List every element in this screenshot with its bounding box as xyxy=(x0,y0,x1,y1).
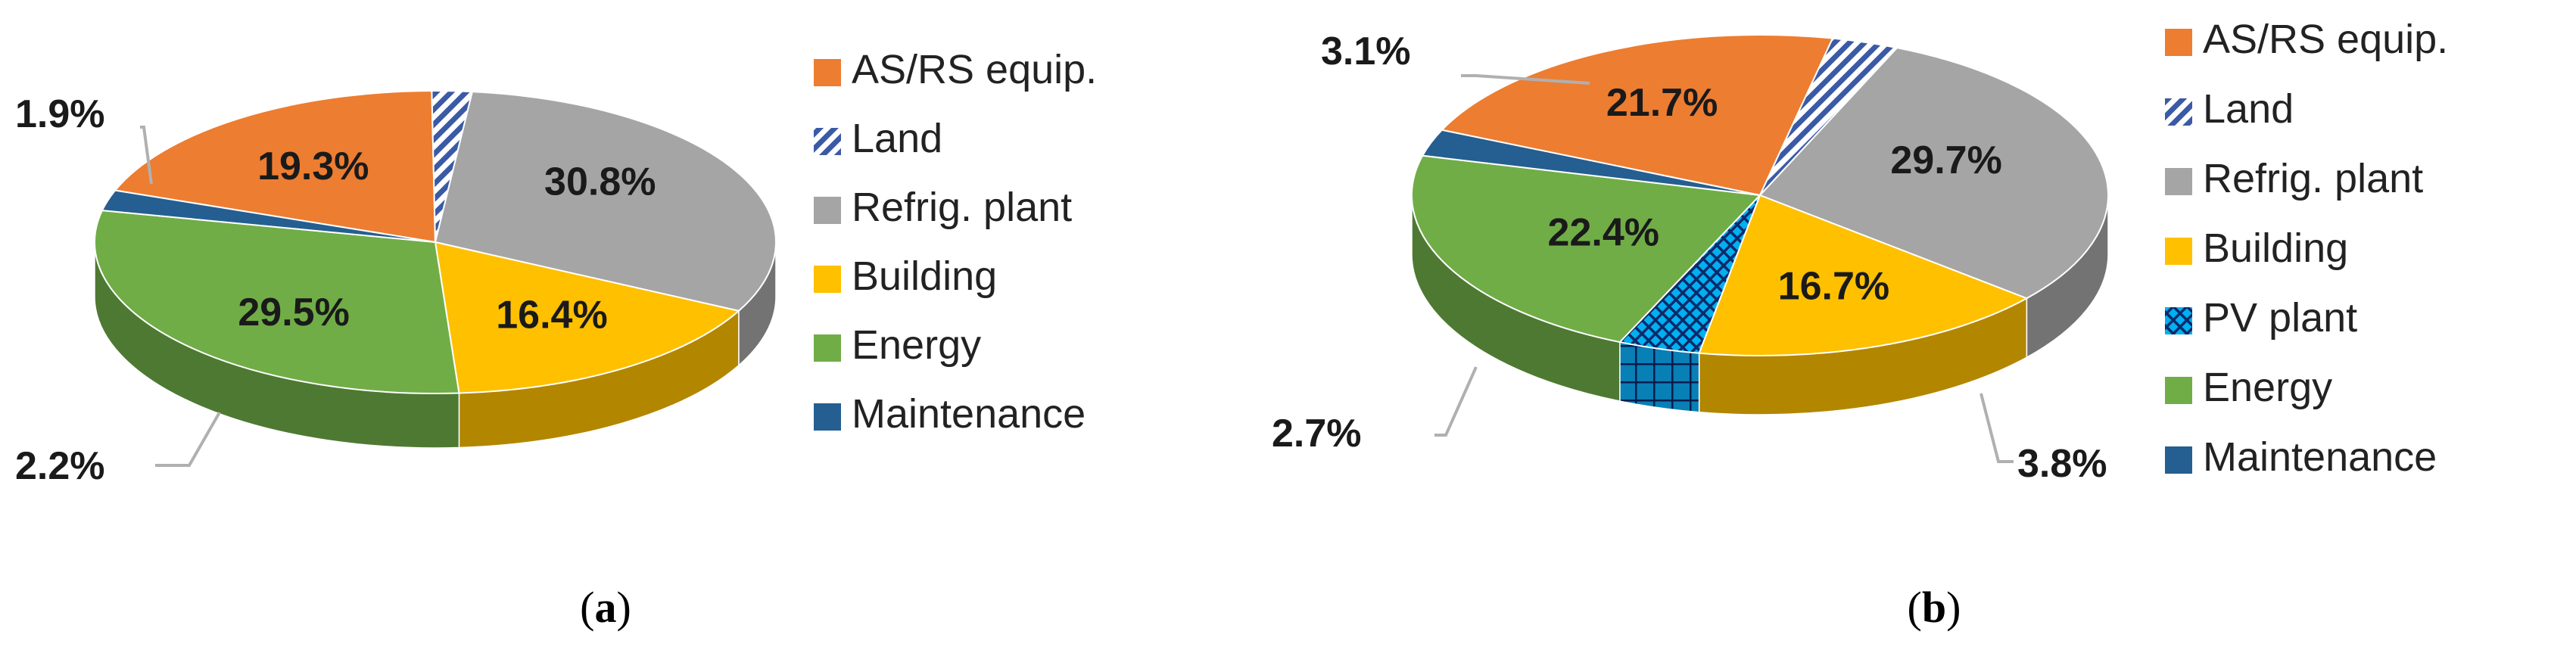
pie-chart-b: 21.7% 3.1% 29.7% 16.7% 3.8% 22.4% 2.7% AS/RS eq… xyxy=(1272,17,2448,632)
legend-label-pv-plant: PV plant xyxy=(2203,295,2357,341)
caption-b: (b) xyxy=(1908,583,1961,632)
slice-refrig-plant xyxy=(434,91,777,312)
caption-close-paren: ) xyxy=(1946,583,1961,632)
pie-top xyxy=(1411,34,2109,356)
data-label-maintenance: 2.2% xyxy=(15,444,105,488)
data-label-land: 1.9% xyxy=(15,92,105,136)
legend-label-energy: Energy xyxy=(2203,365,2332,410)
data-label-maintenance: 2.7% xyxy=(1272,412,1362,456)
slice-as-rs-equip xyxy=(1440,34,1834,197)
slice-building xyxy=(434,241,741,394)
legend-swatch-energy xyxy=(814,334,841,362)
legend-swatch-energy xyxy=(2165,377,2192,404)
legend-swatch-maintenance xyxy=(814,403,841,431)
legend-swatch-land xyxy=(814,128,841,155)
legend-label-land: Land xyxy=(2203,86,2294,132)
slice-building xyxy=(1698,194,2029,356)
data-label-as-rs-equip: 19.3% xyxy=(257,145,369,188)
legend-swatch-refrig-plant xyxy=(2165,168,2192,195)
leader-line-maintenance xyxy=(1434,366,1478,437)
legend-label-energy: Energy xyxy=(852,322,981,368)
legend-swatch-maintenance xyxy=(2165,446,2192,474)
legend-label-land: Land xyxy=(852,116,942,161)
legend-swatch-building xyxy=(814,266,841,293)
pie-sides xyxy=(1411,194,2109,415)
data-label-building: 16.7% xyxy=(1778,265,1889,309)
caption-close-paren: ) xyxy=(617,583,631,632)
pie-chart-a: 19.3% 1.9% 30.8% 16.4% 29.5% 2.2% AS/RS equip.… xyxy=(15,47,1097,632)
slice-refrig-plant xyxy=(1758,47,2109,300)
legend-label-maintenance: Maintenance xyxy=(852,391,1086,437)
caption-open-paren: ( xyxy=(1908,583,1922,632)
slice-maintenance xyxy=(1421,129,1761,196)
data-label-building: 16.4% xyxy=(496,293,607,337)
leader-line-maintenance xyxy=(155,412,221,467)
pie-top xyxy=(94,90,777,394)
caption-a: (a) xyxy=(580,583,631,632)
data-label-pv-plant: 3.8% xyxy=(2017,442,2107,486)
slice-as-rs-equip xyxy=(114,90,437,244)
legend-label-as-rs-equip: AS/RS equip. xyxy=(852,47,1097,92)
data-label-energy: 29.5% xyxy=(238,291,349,334)
legend-swatch-as-rs-equip xyxy=(2165,29,2192,56)
legend-label-refrig-plant: Refrig. plant xyxy=(852,185,1072,230)
slice-energy xyxy=(94,210,460,394)
legend-swatch-as-rs-equip xyxy=(814,59,841,86)
data-label-as-rs-equip: 21.7% xyxy=(1606,81,1718,125)
legend-swatch-land xyxy=(2165,98,2192,126)
data-label-energy: 22.4% xyxy=(1548,210,1659,254)
data-label-land: 3.1% xyxy=(1321,30,1411,73)
leader-line-pv-plant xyxy=(1980,393,2014,463)
data-labels: 19.3% 1.9% 30.8% 16.4% 29.5% 2.2% xyxy=(15,92,656,488)
slice-energy xyxy=(1411,154,1762,344)
legend: AS/RS equip. Land Refrig. plant Building Ene… xyxy=(814,47,1097,437)
legend-swatch-building xyxy=(2165,238,2192,265)
caption-letter: b xyxy=(1922,583,1946,632)
legend-label-building: Building xyxy=(2203,225,2348,271)
legend-label-refrig-plant: Refrig. plant xyxy=(2203,156,2423,201)
legend: AS/RS equip. Land Refrig. plant Building PV … xyxy=(2165,17,2448,480)
legend-label-building: Building xyxy=(852,253,997,299)
legend-label-as-rs-equip: AS/RS equip. xyxy=(2203,17,2448,62)
caption-letter: a xyxy=(595,583,617,632)
data-label-refrig-plant: 30.8% xyxy=(544,160,656,204)
leader-line-land xyxy=(1461,74,1590,85)
data-label-refrig-plant: 29.7% xyxy=(1890,138,2001,182)
legend-swatch-pv-plant xyxy=(2165,307,2192,334)
leader-line-land xyxy=(140,126,153,185)
legend-swatch-refrig-plant xyxy=(814,197,841,224)
caption-open-paren: ( xyxy=(580,583,594,632)
legend-label-maintenance: Maintenance xyxy=(2203,434,2437,480)
data-labels: 21.7% 3.1% 29.7% 16.7% 3.8% 22.4% 2.7% xyxy=(1272,30,2107,486)
slice-maintenance xyxy=(101,189,436,243)
